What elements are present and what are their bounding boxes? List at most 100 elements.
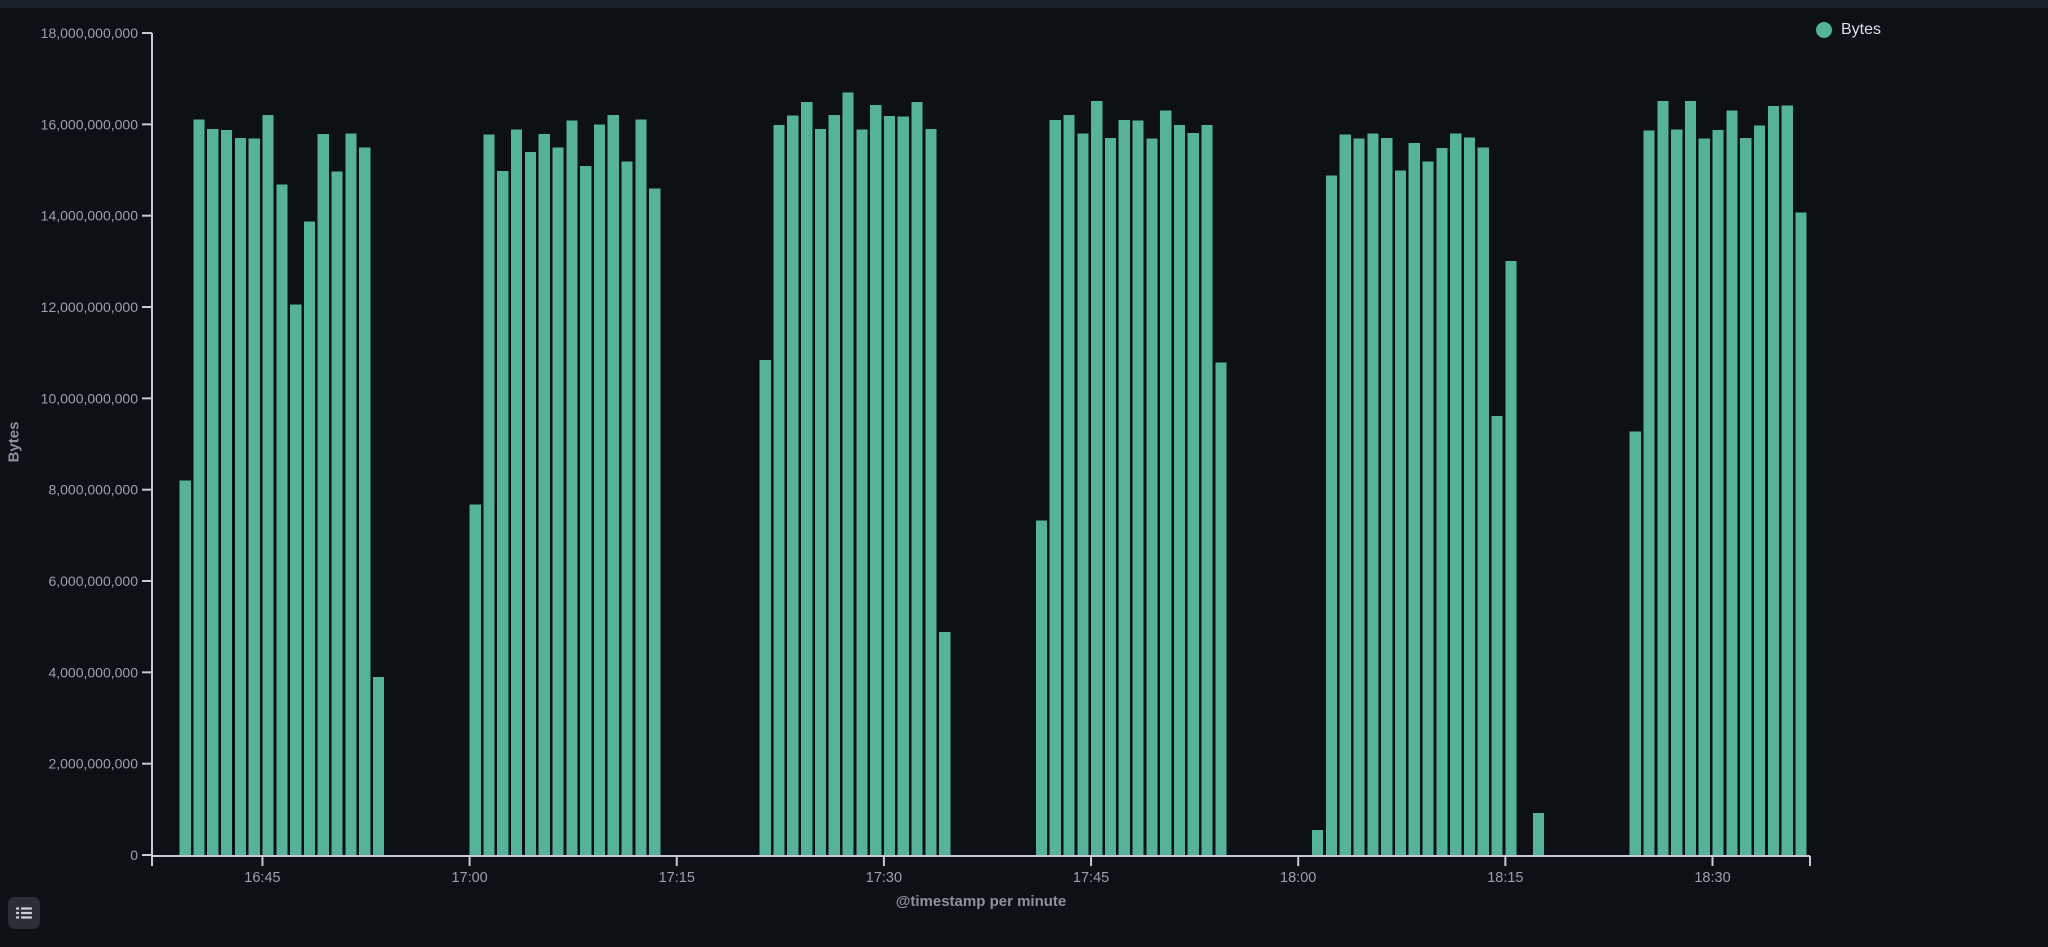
bar-17:08[interactable]: [580, 165, 592, 855]
bar-17:13[interactable]: [649, 188, 661, 856]
bar-16:46[interactable]: [276, 184, 288, 856]
bar-18:15[interactable]: [1505, 260, 1517, 855]
bar-18:36[interactable]: [1795, 212, 1807, 856]
bar-17:04[interactable]: [524, 152, 537, 855]
bar-17:44[interactable]: [1077, 133, 1089, 856]
bar-17:32[interactable]: [911, 102, 923, 855]
bar-18:17[interactable]: [1533, 813, 1545, 855]
bar-17:10[interactable]: [607, 114, 619, 856]
bar-17:05[interactable]: [538, 133, 550, 855]
y-tick-label: 4,000,000,000: [48, 664, 138, 680]
bar-17:07[interactable]: [566, 120, 578, 856]
bar-18:34[interactable]: [1767, 106, 1779, 856]
bar-16:53[interactable]: [372, 676, 385, 855]
bar-17:46[interactable]: [1104, 138, 1117, 856]
bar-18:30[interactable]: [1712, 129, 1724, 856]
bar-18:04[interactable]: [1353, 138, 1365, 856]
bar-17:34[interactable]: [939, 632, 951, 855]
bar-17:42[interactable]: [1049, 119, 1061, 856]
bar-18:13[interactable]: [1477, 147, 1489, 856]
bar-17:12[interactable]: [635, 119, 647, 856]
bar-17:09[interactable]: [593, 124, 606, 855]
bar-17:43[interactable]: [1063, 115, 1075, 855]
bar-18:01[interactable]: [1312, 829, 1324, 855]
bar-18:29[interactable]: [1698, 138, 1710, 856]
bar-18:02[interactable]: [1325, 175, 1337, 856]
bar-18:06[interactable]: [1381, 138, 1393, 856]
bar-18:28[interactable]: [1684, 101, 1697, 856]
x-tick-label: 17:00: [451, 870, 487, 886]
bar-17:02[interactable]: [497, 170, 509, 855]
bar-17:24[interactable]: [801, 102, 813, 855]
bar-17:50[interactable]: [1160, 110, 1172, 855]
bar-17:27[interactable]: [842, 92, 854, 855]
bar-18:05[interactable]: [1367, 133, 1379, 856]
y-tick-label: 16,000,000,000: [41, 116, 139, 132]
bar-16:42[interactable]: [221, 129, 233, 856]
bar-17:23[interactable]: [787, 115, 799, 855]
bar-18:09[interactable]: [1422, 161, 1434, 856]
bar-18:24[interactable]: [1629, 431, 1641, 855]
bar-18:03[interactable]: [1339, 134, 1351, 855]
bar-18:27[interactable]: [1671, 129, 1683, 855]
bar-17:26[interactable]: [828, 114, 840, 856]
bar-17:01[interactable]: [483, 134, 495, 855]
bar-17:22[interactable]: [773, 124, 785, 856]
bar-18:10[interactable]: [1436, 148, 1448, 856]
bar-16:45[interactable]: [262, 114, 274, 856]
bar-17:30[interactable]: [883, 116, 896, 856]
bar-17:48[interactable]: [1132, 120, 1144, 856]
bar-16:51[interactable]: [345, 133, 357, 856]
bar-16:50[interactable]: [331, 171, 343, 855]
bar-16:43[interactable]: [234, 138, 246, 856]
bar-17:11[interactable]: [621, 161, 633, 856]
bar-17:53[interactable]: [1201, 124, 1213, 856]
bar-17:21[interactable]: [759, 360, 771, 855]
bar-17:41[interactable]: [1035, 520, 1047, 855]
y-tick-label: 2,000,000,000: [48, 756, 138, 772]
bar-17:49[interactable]: [1146, 138, 1158, 856]
bar-16:49[interactable]: [317, 133, 329, 855]
bar-18:25[interactable]: [1643, 130, 1655, 856]
bar-16:44[interactable]: [248, 138, 260, 856]
bar-17:47[interactable]: [1118, 119, 1130, 856]
legend-item-bytes[interactable]: Bytes: [1816, 22, 1881, 38]
bar-17:45[interactable]: [1091, 101, 1103, 856]
legend-color-dot: [1816, 22, 1832, 38]
bar-17:31[interactable]: [897, 116, 909, 856]
bar-16:52[interactable]: [359, 147, 371, 856]
y-tick-label: 12,000,000,000: [41, 299, 139, 315]
bar-18:33[interactable]: [1753, 125, 1766, 856]
bar-18:32[interactable]: [1740, 138, 1752, 856]
y-tick-label: 8,000,000,000: [48, 482, 138, 498]
bar-16:39[interactable]: [179, 480, 191, 856]
bar-16:47[interactable]: [290, 304, 302, 855]
bar-18:35[interactable]: [1781, 105, 1793, 856]
bar-17:06[interactable]: [552, 147, 564, 856]
bar-18:07[interactable]: [1394, 170, 1407, 856]
bar-17:03[interactable]: [511, 129, 523, 855]
bar-17:29[interactable]: [870, 105, 882, 855]
legend-toggle-button[interactable]: [8, 897, 40, 929]
bar-16:41[interactable]: [207, 128, 219, 855]
bar-17:28[interactable]: [856, 129, 868, 855]
bar-16:48[interactable]: [303, 221, 316, 856]
bar-17:33[interactable]: [925, 128, 937, 855]
bar-17:54[interactable]: [1215, 362, 1227, 855]
y-tick-label: 6,000,000,000: [48, 573, 138, 589]
bar-18:12[interactable]: [1463, 137, 1476, 856]
top-strip: [0, 0, 2048, 8]
bar-17:25[interactable]: [814, 128, 827, 855]
bar-18:26[interactable]: [1657, 101, 1669, 856]
bar-17:51[interactable]: [1173, 124, 1186, 856]
bar-18:31[interactable]: [1726, 110, 1738, 855]
bar-18:08[interactable]: [1408, 143, 1420, 856]
bar-17:00[interactable]: [469, 504, 481, 855]
bar-18:14[interactable]: [1491, 416, 1503, 855]
bar-18:11[interactable]: [1450, 133, 1462, 856]
bar-17:52[interactable]: [1187, 133, 1199, 855]
bar-16:40[interactable]: [193, 119, 205, 856]
y-tick-label: 18,000,000,000: [41, 25, 139, 41]
